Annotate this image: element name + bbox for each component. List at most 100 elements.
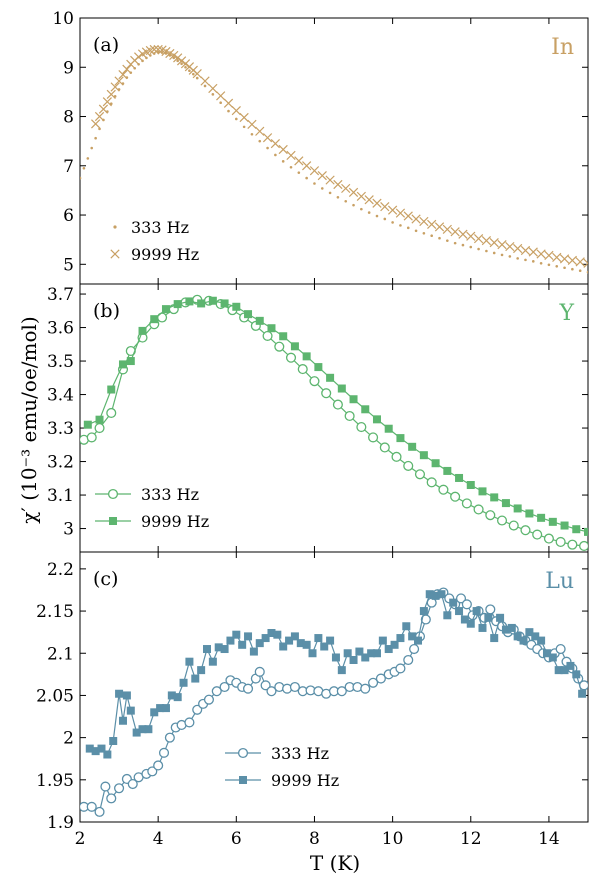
data-point (497, 239, 507, 250)
data-point (83, 420, 92, 429)
legend-label: 333 Hz (131, 218, 189, 237)
material-label: Y (558, 301, 574, 326)
data-point (411, 214, 421, 224)
data-point (80, 176, 82, 180)
data-point (214, 643, 223, 652)
data-point (297, 171, 301, 174)
data-point (267, 324, 276, 333)
data-point (114, 783, 125, 794)
series-333-hz (80, 587, 588, 817)
data-point (384, 645, 393, 654)
data-point (461, 243, 465, 247)
data-point (402, 622, 411, 631)
data-point (219, 101, 222, 105)
panel-a: 5 6 7 8 9 10 (a) In 333 Hz 9999 Hz (52, 9, 589, 285)
data-point (431, 459, 440, 468)
data-point (118, 70, 128, 80)
data-point (260, 680, 271, 691)
data-point (547, 263, 551, 267)
data-point (102, 97, 112, 107)
data-point (158, 747, 170, 758)
data-point (542, 649, 551, 658)
data-point (543, 533, 554, 544)
data-point (192, 69, 202, 79)
data-point (147, 766, 158, 777)
data-point (289, 165, 293, 169)
data-point (586, 270, 588, 274)
data-point (164, 732, 175, 743)
data-point (554, 666, 563, 675)
data-point (317, 171, 327, 181)
data-point (361, 405, 370, 414)
data-point (469, 245, 473, 249)
data-point (383, 217, 387, 221)
data-point (86, 432, 97, 443)
data-point (270, 138, 281, 149)
data-point (195, 76, 199, 80)
data-point (431, 591, 440, 600)
data-point (575, 257, 585, 267)
y-tick-label: 3.5 (47, 352, 74, 372)
data-point (422, 231, 426, 235)
data-point (203, 84, 207, 88)
data-point (106, 793, 117, 804)
data-point (349, 395, 358, 404)
data-point (379, 442, 390, 453)
data-point (420, 614, 431, 625)
material-label: In (551, 35, 574, 60)
y-tick-label: 3.3 (47, 419, 74, 439)
data-point (341, 183, 351, 194)
data-point (94, 136, 97, 140)
data-point (94, 806, 105, 817)
data-point (453, 241, 457, 245)
y-tick-label: 1.95 (36, 771, 74, 791)
y-tick-label: 3.4 (47, 386, 74, 406)
data-point (368, 432, 379, 443)
data-point (103, 750, 112, 759)
data-point (258, 139, 262, 143)
panel-label: (a) (93, 34, 119, 56)
data-point (242, 125, 246, 129)
panel-c: 1.9 1.95 2 2.05 2.1 2.15 2.2 2 4 6 8 10 12 14 (c) Lu 333… (36, 551, 589, 849)
data-point (507, 623, 516, 632)
data-point (548, 653, 557, 662)
data-point (477, 247, 480, 251)
data-point (192, 72, 195, 76)
x-tick-label: 12 (460, 829, 482, 849)
data-point (513, 243, 523, 254)
data-point (343, 649, 352, 658)
y-tick-label: 3.7 (47, 285, 74, 305)
data-point (309, 376, 320, 387)
y-tick-label: 2.1 (47, 644, 74, 664)
data-point (336, 196, 340, 199)
data-point (519, 636, 528, 645)
plot-area (80, 587, 588, 817)
legend: 333 Hz 9999 Hz (110, 218, 199, 264)
data-point (525, 628, 534, 637)
data-point (100, 781, 111, 792)
series-9999-hz (91, 44, 588, 268)
data-point (219, 681, 230, 693)
data-point (133, 52, 144, 62)
data-point (566, 661, 575, 670)
data-point (473, 504, 484, 515)
data-point (472, 607, 481, 616)
data-point (572, 525, 581, 534)
data-point (391, 221, 394, 224)
data-point (114, 76, 124, 86)
data-point (426, 477, 437, 488)
legend-marker (113, 225, 117, 229)
data-point (94, 111, 105, 122)
data-point (438, 236, 441, 240)
data-point (337, 666, 346, 675)
data-point (247, 119, 257, 130)
series-9999-hz (83, 296, 588, 536)
data-point (473, 234, 484, 244)
data-point (450, 491, 461, 502)
data-point (180, 59, 191, 69)
y-tick-label: 10 (52, 9, 74, 29)
data-point (149, 44, 159, 55)
data-point (466, 231, 476, 241)
data-point (184, 717, 195, 728)
data-point (356, 421, 367, 433)
